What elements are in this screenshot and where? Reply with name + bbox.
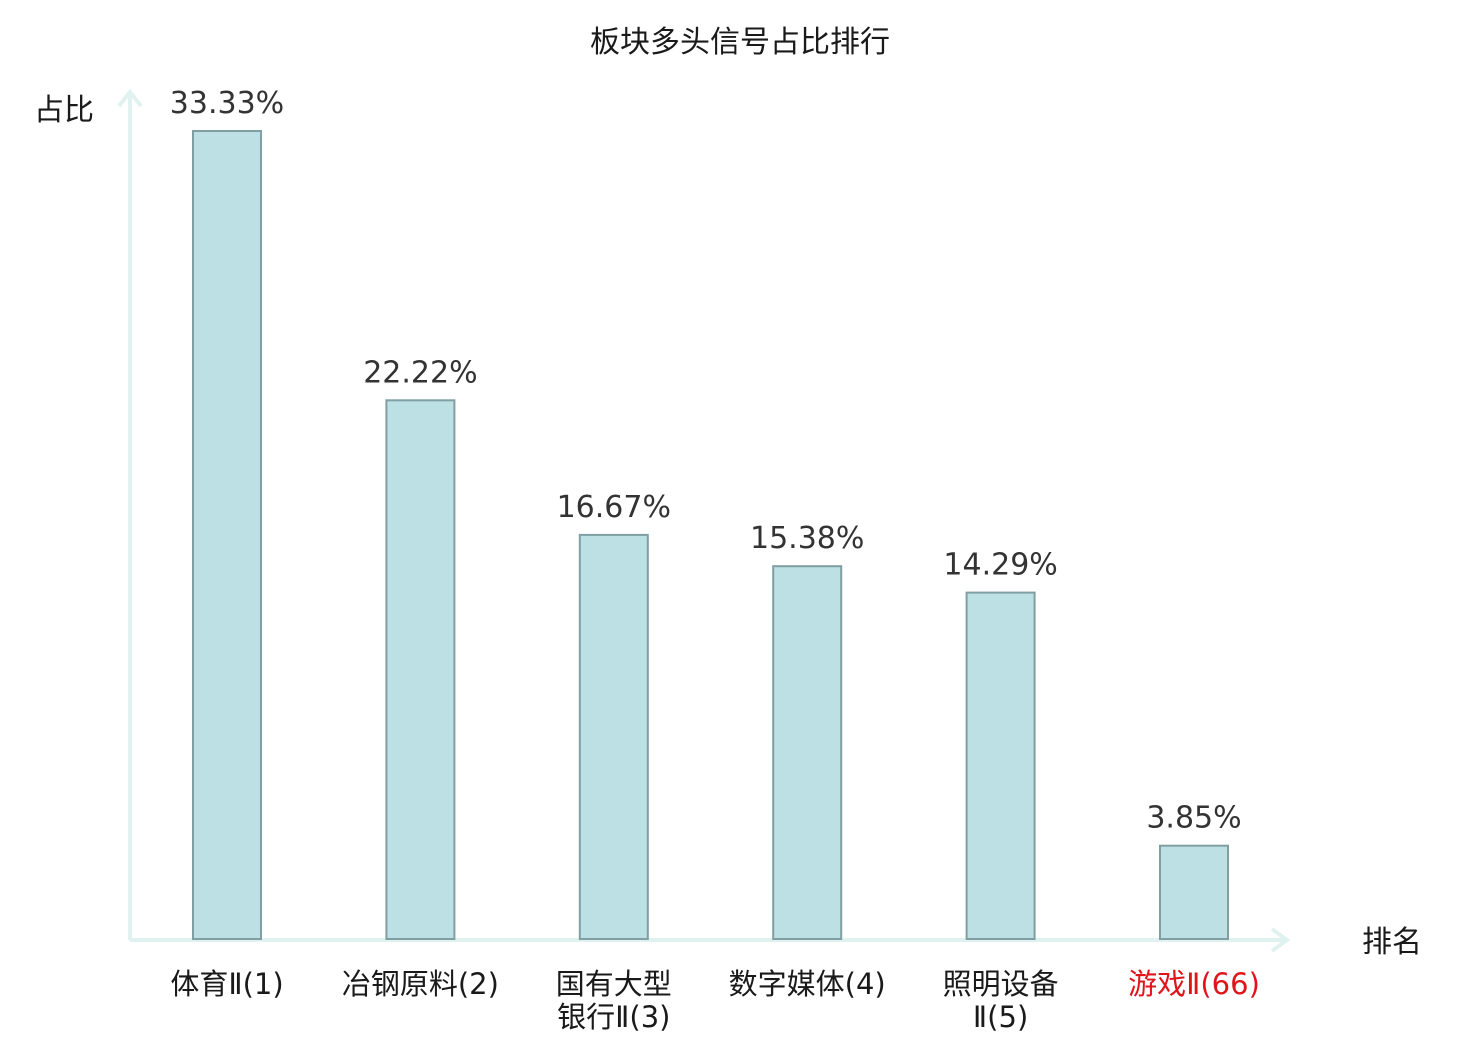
x-tick-label: 游戏Ⅱ(66) xyxy=(1128,967,1260,1001)
x-tick-label: 国有大型 xyxy=(556,967,672,1001)
x-tick-label: Ⅱ(5) xyxy=(973,1000,1028,1034)
x-tick-label: 银行Ⅱ(3) xyxy=(557,1000,670,1034)
x-tick-label: 体育Ⅱ(1) xyxy=(170,967,283,1001)
bar xyxy=(192,130,262,940)
value-labels: 33.33% 22.22% 16.67% 15.38% 14.29% 3.85% xyxy=(170,86,1242,836)
bar xyxy=(965,591,1036,940)
value-label: 15.38% xyxy=(750,521,864,556)
x-axis-label: 排名 xyxy=(1362,925,1422,960)
bar xyxy=(1159,844,1229,941)
x-axis-arrow-icon xyxy=(1270,927,1291,953)
value-label: 14.29% xyxy=(943,548,1057,583)
value-label: 22.22% xyxy=(363,355,477,390)
bar xyxy=(772,565,843,940)
x-tick-label: 数字媒体(4) xyxy=(729,967,886,1001)
chart-title: 板块多头信号占比排行 xyxy=(590,25,890,60)
value-label: 3.85% xyxy=(1146,801,1241,836)
x-tick-label: 冶钢原料(2) xyxy=(342,967,499,1001)
y-axis-label: 占比 xyxy=(34,93,94,128)
value-label: 16.67% xyxy=(557,490,671,525)
axes xyxy=(117,88,1291,953)
bar xyxy=(385,399,456,940)
bars xyxy=(192,130,1229,941)
bar xyxy=(578,533,649,941)
y-axis-arrow-icon xyxy=(117,88,143,108)
value-label: 33.33% xyxy=(170,86,284,121)
x-tick-label: 照明设备 xyxy=(943,967,1059,1001)
